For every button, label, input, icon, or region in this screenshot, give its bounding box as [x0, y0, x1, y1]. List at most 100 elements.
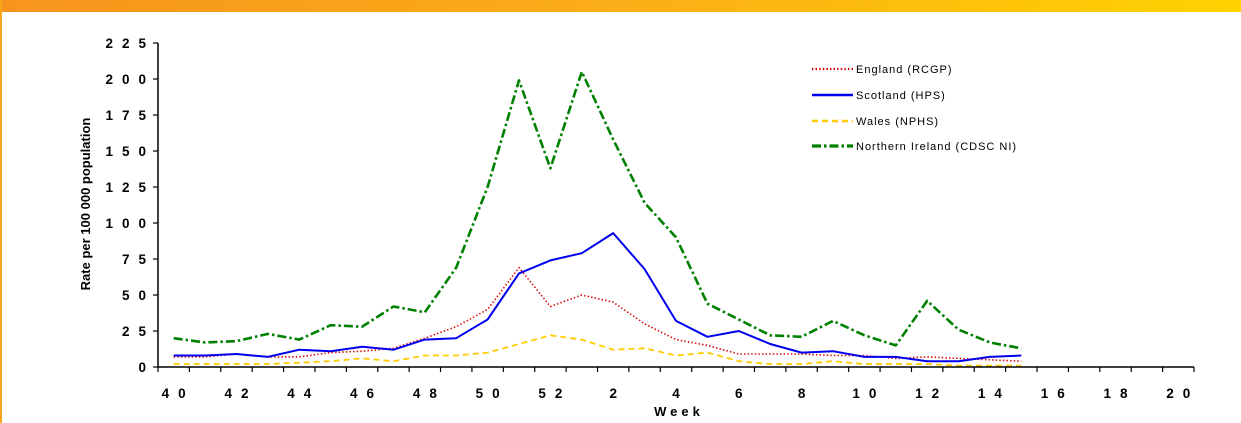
y-tick-label: 100: [105, 216, 155, 231]
data-point-wales: [643, 346, 647, 350]
data-point-england: [674, 338, 678, 342]
data-point-scotland: [423, 338, 427, 342]
data-point-northern-ireland: [894, 343, 898, 347]
data-point-scotland: [548, 258, 552, 262]
data-point-northern-ireland: [800, 335, 804, 339]
data-point-scotland: [580, 251, 584, 255]
y-axis-title: Rate per 100 000 population: [78, 118, 93, 291]
series-layer: [172, 70, 1023, 367]
data-point-england: [486, 307, 490, 311]
x-tick-label: 52: [538, 386, 571, 401]
data-point-northern-ireland: [203, 341, 207, 345]
data-point-northern-ireland: [454, 266, 458, 270]
data-point-wales: [611, 348, 615, 352]
data-point-england: [1019, 359, 1023, 363]
data-point-wales: [674, 354, 678, 358]
data-point-england: [768, 352, 772, 356]
data-point-wales: [831, 359, 835, 363]
header-band: [0, 0, 1241, 12]
data-point-northern-ireland: [831, 319, 835, 323]
data-point-scotland: [297, 348, 301, 352]
x-tick-label: 48: [413, 386, 446, 401]
legend-label-wales: Wales (NPHS): [856, 116, 939, 128]
data-point-scotland: [831, 349, 835, 353]
data-point-wales: [172, 362, 176, 366]
data-point-northern-ireland: [988, 341, 992, 345]
data-point-england: [925, 355, 929, 359]
data-point-scotland: [392, 348, 396, 352]
data-point-northern-ireland: [392, 305, 396, 309]
data-point-northern-ireland: [266, 332, 270, 336]
data-point-northern-ireland: [957, 328, 961, 332]
data-point-northern-ireland: [548, 166, 552, 170]
data-point-wales: [329, 359, 333, 363]
data-point-northern-ireland: [517, 78, 521, 82]
data-point-wales: [360, 356, 364, 360]
x-tick-label: 50: [476, 386, 509, 401]
data-point-wales: [203, 362, 207, 366]
y-tick-label: 75: [122, 252, 155, 267]
data-point-scotland: [486, 318, 490, 322]
legend-item-england: England (RCGP): [812, 64, 953, 76]
data-point-wales: [737, 359, 741, 363]
x-tick-label: 12: [915, 386, 948, 401]
y-tick-label: 200: [105, 72, 155, 87]
data-point-england: [297, 355, 301, 359]
data-point-scotland: [266, 355, 270, 359]
x-tick-label: 18: [1103, 386, 1136, 401]
data-point-scotland: [517, 271, 521, 275]
data-point-northern-ireland: [768, 333, 772, 337]
series-scotland: [173, 231, 1023, 363]
x-tick-label: 6: [735, 386, 752, 401]
series-line-england: [173, 266, 1022, 362]
data-point-northern-ireland: [423, 310, 427, 314]
x-tick-label: 20: [1166, 386, 1199, 401]
data-point-scotland: [800, 351, 804, 355]
y-tick-label: 25: [122, 324, 155, 339]
x-tick-label: 46: [350, 386, 383, 401]
y-tick-label: 0: [138, 360, 155, 375]
data-point-scotland: [674, 319, 678, 323]
series-line-northern-ireland: [173, 70, 1022, 350]
data-point-england: [580, 293, 584, 297]
legend-label-northern-ireland: Northern Ireland (CDSC NI): [856, 141, 1017, 153]
legend-label-scotland: Scotland (HPS): [856, 90, 946, 102]
data-point-northern-ireland: [611, 138, 615, 142]
legend-label-england: England (RCGP): [856, 64, 953, 76]
data-point-wales: [580, 338, 584, 342]
data-point-wales: [705, 351, 709, 355]
data-point-wales: [297, 361, 301, 365]
y-tick-label: 225: [105, 36, 155, 51]
data-point-wales: [392, 359, 396, 363]
x-tick-label: 16: [1041, 386, 1074, 401]
data-point-wales: [235, 362, 239, 366]
data-point-scotland: [705, 335, 709, 339]
data-point-scotland: [360, 345, 364, 349]
y-tick-label: 50: [122, 288, 155, 303]
data-point-england: [611, 300, 615, 304]
x-tick-label: 14: [978, 386, 1011, 401]
series-line-scotland: [173, 232, 1022, 363]
data-point-wales: [423, 354, 427, 358]
data-point-northern-ireland: [925, 299, 929, 303]
legend-item-wales: Wales (NPHS): [812, 116, 939, 128]
data-point-northern-ireland: [1019, 346, 1023, 350]
series-line-wales: [173, 334, 1022, 367]
legend: England (RCGP) Scotland (HPS) Wales (NPH…: [812, 64, 1017, 153]
data-point-scotland: [1019, 354, 1023, 358]
data-point-wales: [548, 333, 552, 337]
x-axis-title: Week: [654, 404, 704, 419]
series-england: [173, 266, 1023, 363]
data-point-northern-ireland: [360, 325, 364, 329]
x-tick-label: 42: [224, 386, 257, 401]
data-point-scotland: [611, 231, 615, 235]
data-point-scotland: [894, 355, 898, 359]
data-point-wales: [486, 351, 490, 355]
x-tick-label: 44: [287, 386, 320, 401]
data-point-northern-ireland: [862, 333, 866, 337]
data-point-wales: [768, 362, 772, 366]
data-point-northern-ireland: [329, 323, 333, 327]
data-point-scotland: [454, 336, 458, 340]
data-point-wales: [894, 362, 898, 366]
